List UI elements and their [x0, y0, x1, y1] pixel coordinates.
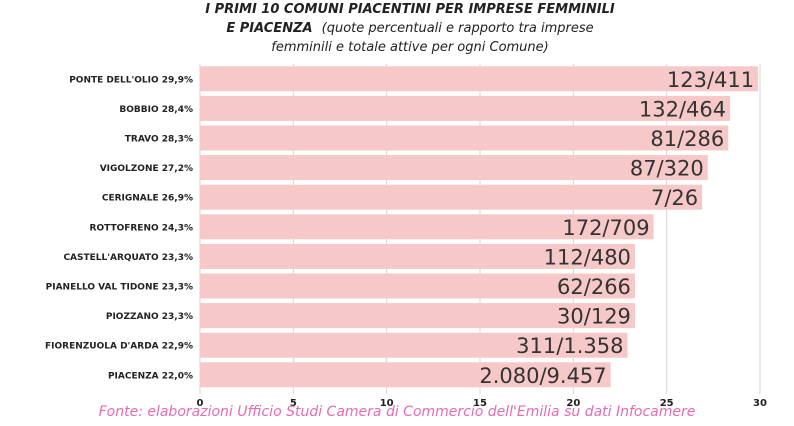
category-label-8: PIOZZANO 23,3% [106, 312, 193, 322]
bar-5 [200, 214, 654, 240]
bar-2 [200, 125, 729, 151]
data-label-6: 112/480 [544, 245, 631, 269]
data-label-3: 87/320 [630, 157, 704, 181]
x-tick-label-3: 15 [473, 398, 487, 409]
category-label-10: PIACENZA 22,0% [108, 371, 193, 381]
category-label-3: VIGOLZONE 27,2% [100, 164, 193, 174]
bar-1 [200, 95, 731, 121]
data-label-1: 132/464 [639, 97, 726, 121]
source-note: Fonte: elaborazioni Ufficio Studi Camera… [98, 404, 696, 420]
category-label-6: CASTELL'ARQUATO 23,3% [63, 253, 193, 263]
category-label-9: FIORENZUOLA D'ARDA 22,9% [45, 342, 193, 352]
bar-7 [200, 273, 635, 299]
bar-0 [200, 66, 759, 92]
x-tick-label-1: 5 [290, 398, 297, 409]
title-line-2-bold: E PIACENZA [226, 21, 313, 36]
category-label-2: TRAVO 28,3% [125, 135, 193, 145]
category-label-0: PONTE DELL'OLIO 29,9% [69, 75, 193, 85]
x-tick-label-4: 20 [566, 398, 580, 409]
x-tick-label-0: 0 [197, 398, 204, 409]
bar-8 [200, 303, 635, 329]
data-label-4: 7/26 [651, 186, 698, 210]
bar-3 [200, 155, 708, 181]
chart-title: I PRIMI 10 COMUNI PIACENTINI PER IMPRESE… [170, 0, 650, 57]
bar-10 [200, 362, 611, 388]
data-label-9: 311/1.358 [516, 334, 623, 358]
x-tick-label-5: 25 [660, 398, 674, 409]
data-label-7: 62/266 [557, 275, 631, 299]
title-line-3: femminili e totale attive per ogni Comun… [271, 40, 549, 55]
x-tick-label-2: 10 [380, 398, 394, 409]
category-label-1: BOBBIO 28,4% [119, 105, 193, 115]
data-label-8: 30/129 [557, 305, 631, 329]
title-line-2: E PIACENZA (quote percentuali e rapporto… [170, 19, 650, 38]
category-label-5: ROTTOFRENO 24,3% [90, 223, 193, 233]
bar-9 [200, 332, 628, 358]
data-label-2: 81/286 [650, 127, 724, 151]
data-label-5: 172/709 [562, 216, 649, 240]
category-label-4: CERIGNALE 26,9% [102, 194, 193, 204]
data-label-0: 123/411 [667, 68, 754, 92]
title-line-1: I PRIMI 10 COMUNI PIACENTINI PER IMPRESE… [205, 2, 615, 17]
bar-6 [200, 243, 635, 269]
x-tick-label-6: 30 [753, 398, 767, 409]
title-line-2-normal: (quote percentuali e rapporto tra impres… [321, 21, 594, 36]
bar-4 [200, 184, 703, 210]
category-label-7: PIANELLO VAL TIDONE 23,3% [46, 283, 193, 293]
data-label-10: 2.080/9.457 [479, 364, 606, 388]
